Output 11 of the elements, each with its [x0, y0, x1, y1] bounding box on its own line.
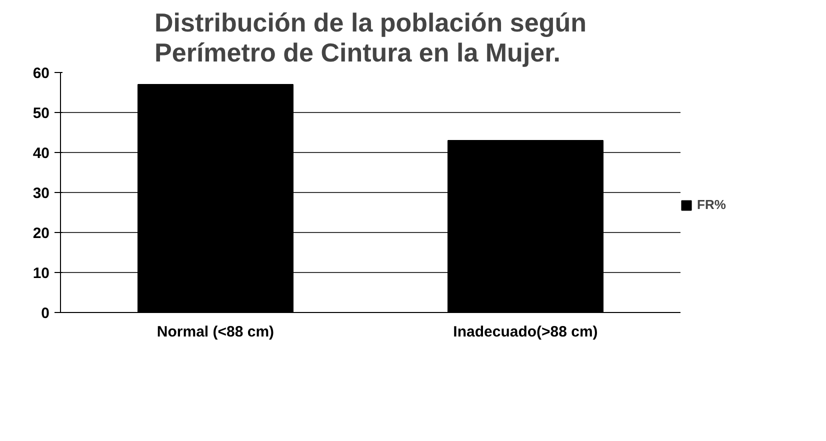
y-tick-label: 50: [32, 105, 50, 122]
legend-label: FR%: [697, 197, 726, 212]
y-tick-label: 0: [41, 305, 50, 322]
x-tick-label: Normal (<88 cm): [156, 324, 274, 340]
y-tick-label: 30: [32, 185, 50, 202]
y-tick-label: 10: [32, 265, 50, 282]
x-tick-label: Inadecuado(>88 cm): [453, 324, 598, 340]
y-tick-label: 60: [32, 65, 50, 82]
y-tick-label: 40: [32, 145, 50, 162]
y-tick-label: 20: [32, 225, 50, 242]
chart-title: Distribución de la población según Perímetro de Cintura en la Mujer.: [154, 8, 586, 68]
